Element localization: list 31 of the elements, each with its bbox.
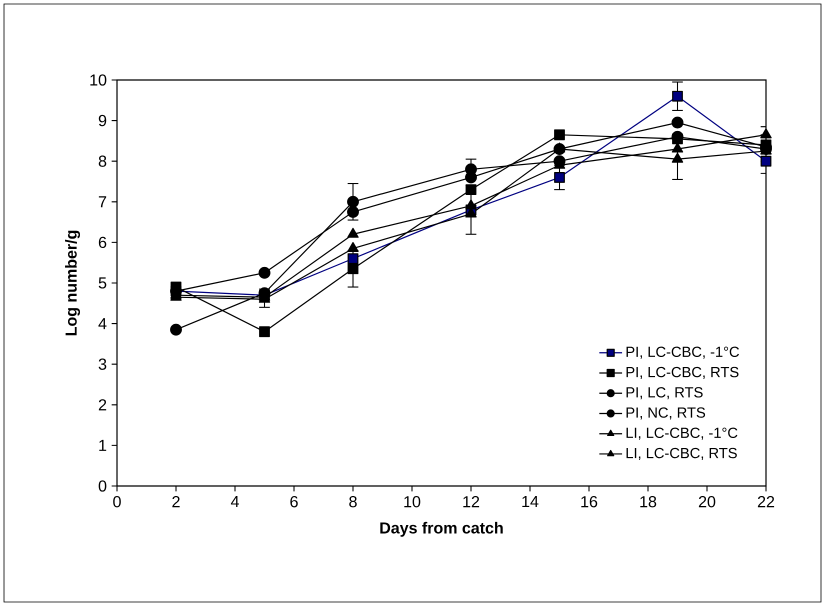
x-tick-label: 14 <box>522 496 538 508</box>
y-tick-label: 10 <box>90 74 106 86</box>
legend-label: PI, LC-CBC, -1°C <box>626 346 740 359</box>
x-tick-label: 0 <box>113 496 121 508</box>
y-tick-label: 2 <box>98 399 106 410</box>
y-axis-title: Log number/g <box>65 230 80 336</box>
x-tick-label: 8 <box>349 496 357 508</box>
y-tick-label: 9 <box>98 114 106 126</box>
x-tick-label: 16 <box>581 496 598 508</box>
legend-label: PI, LC-CBC, RTS <box>626 366 738 380</box>
y-tick-label: 8 <box>98 156 106 167</box>
y-tick-label: 7 <box>98 196 106 208</box>
x-tick-label: 10 <box>404 496 420 508</box>
x-tick-label: 6 <box>290 496 298 508</box>
x-axis-title: Days from catch <box>380 522 503 537</box>
x-tick-label: 22 <box>758 496 774 508</box>
x-tick-label: 2 <box>172 496 180 508</box>
legend-label: LI, LC-CBC, -1°C <box>626 428 738 440</box>
legend-label: PI, LC, RTS <box>626 387 703 400</box>
y-tick-label: 3 <box>98 358 106 370</box>
x-tick-label: 12 <box>463 496 480 508</box>
x-tick-label: 4 <box>230 496 239 508</box>
legend-label: LI, LC-CBC, RTS <box>626 448 737 460</box>
legend-label: PI, NC, RTS <box>626 407 706 420</box>
y-tick-label: 1 <box>99 440 106 451</box>
y-tick-label: 0 <box>98 480 106 492</box>
y-tick-label: 4 <box>98 318 106 330</box>
y-tick-label: 6 <box>98 236 106 248</box>
x-tick-label: 18 <box>640 496 656 508</box>
x-tick-label: 20 <box>698 496 716 508</box>
y-tick-label: 5 <box>98 277 106 289</box>
